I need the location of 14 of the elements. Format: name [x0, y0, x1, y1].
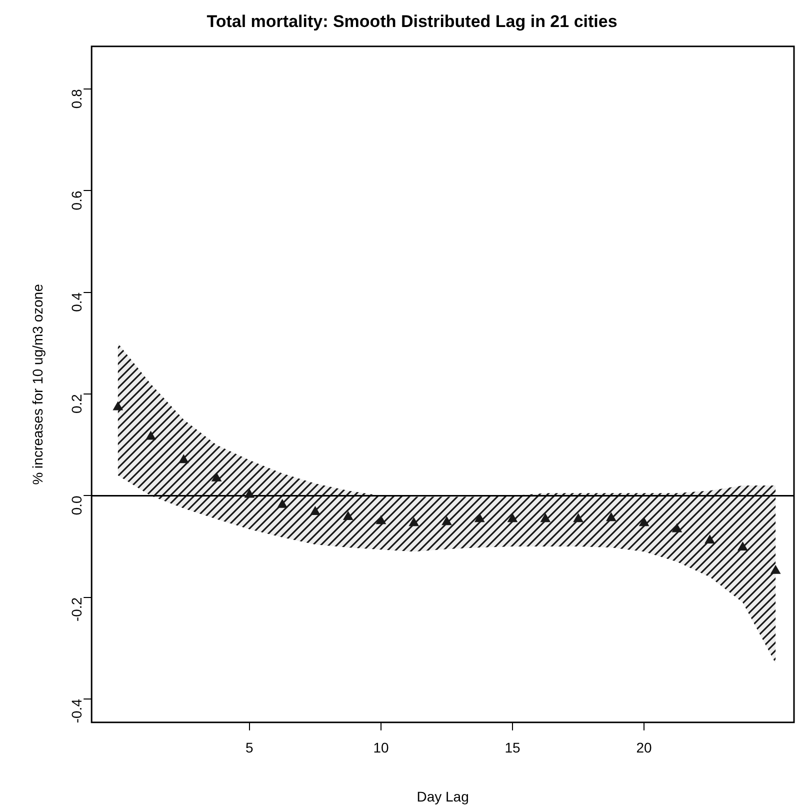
y-tick-label: 0.4 [68, 292, 84, 312]
x-tick-label: 15 [504, 740, 521, 756]
y-axis-title: % increases for 10 ug/m3 ozone [29, 284, 46, 485]
y-tick-label: -0.2 [68, 597, 84, 622]
x-tick-label: 5 [246, 740, 254, 756]
x-tick-label: 20 [636, 740, 652, 756]
y-tick-label: -0.4 [68, 698, 84, 724]
chart-title: Total mortality: Smooth Distributed Lag in 21 cities [206, 12, 618, 31]
y-tick-label: 0.0 [68, 496, 84, 516]
y-tick-label: 0.6 [68, 190, 84, 210]
x-tick-label: 10 [373, 740, 389, 756]
y-tick-label: 0.2 [68, 394, 84, 414]
x-axis-title: Day Lag [416, 788, 469, 804]
y-tick-label: 0.8 [68, 88, 84, 109]
